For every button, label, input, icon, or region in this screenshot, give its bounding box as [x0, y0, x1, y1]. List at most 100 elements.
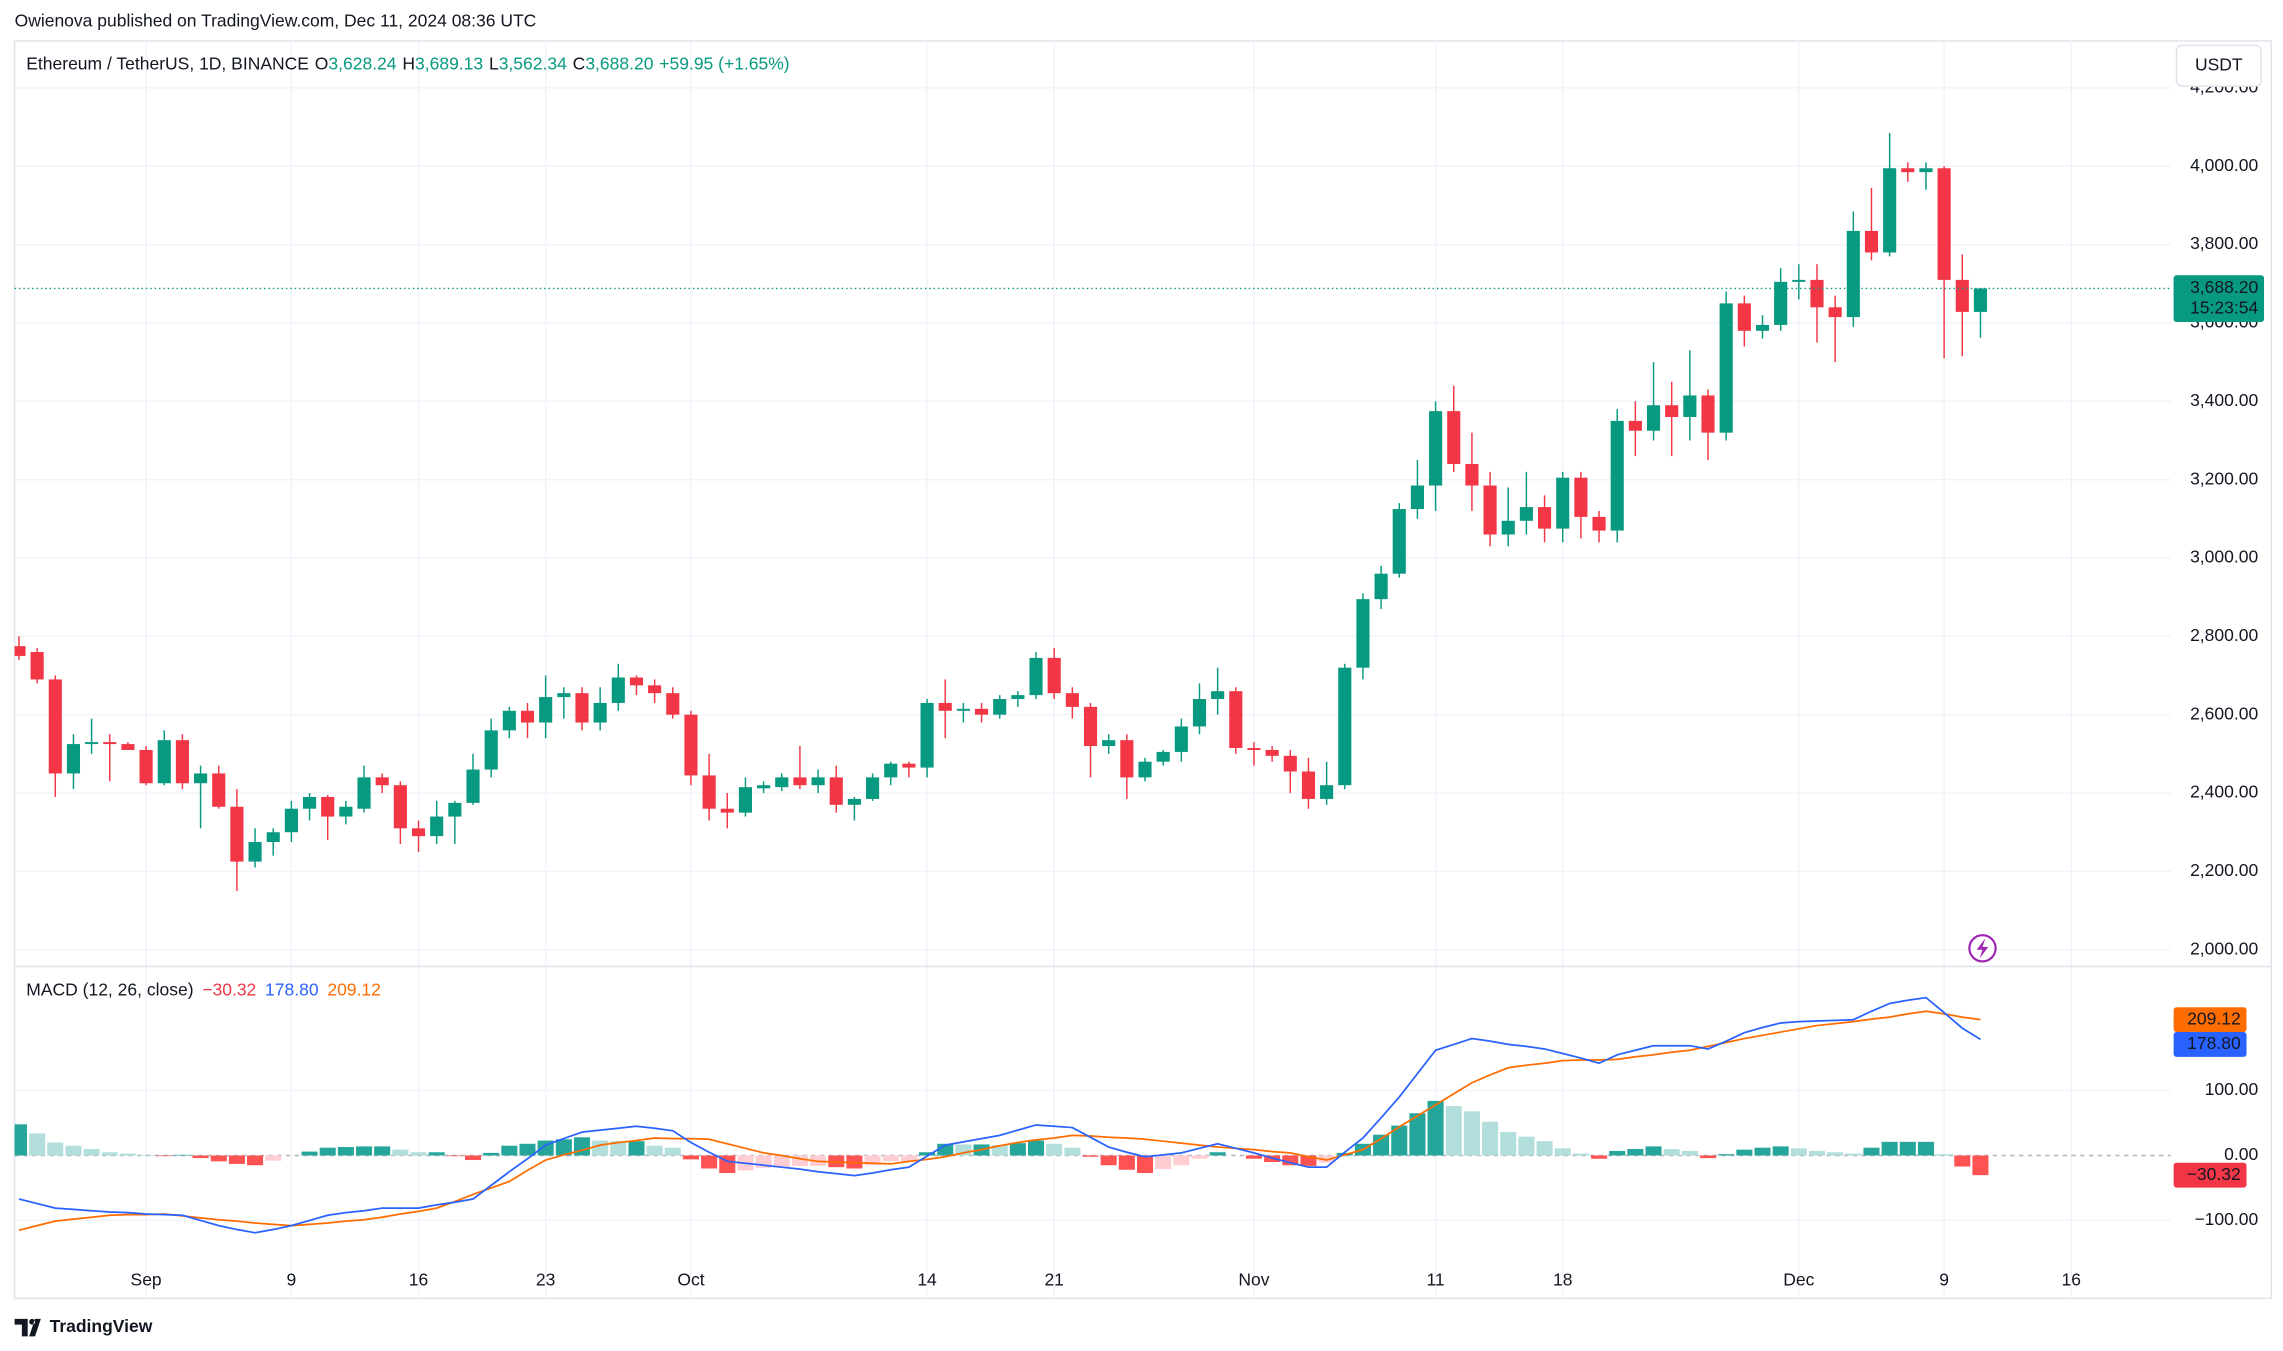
- candle-body: [466, 769, 480, 803]
- signal-label: 209.12: [2187, 1008, 2241, 1028]
- candle-body: [974, 708, 989, 715]
- candle-body: [1701, 395, 1715, 433]
- histogram-bar: [1282, 1155, 1299, 1166]
- ohlc-fields: O3,628.24 H3,689.13 L3,562.34 C3,688.20: [315, 53, 654, 73]
- publisher-line: Owienova published on TradingView.com, D…: [15, 11, 537, 31]
- histogram-bar: [1972, 1155, 1989, 1176]
- histogram-bar: [1100, 1155, 1117, 1166]
- histogram-bar: [900, 1155, 917, 1162]
- histogram-bar: [1028, 1140, 1045, 1156]
- histogram-bar: [1391, 1125, 1408, 1156]
- candle-body: [1501, 520, 1515, 535]
- candle-body: [1192, 699, 1207, 727]
- candle-body: [1628, 420, 1642, 431]
- candle-body: [1465, 463, 1479, 486]
- histogram-bar: [101, 1152, 118, 1156]
- candle-body: [1737, 303, 1751, 331]
- histogram-bar: [65, 1145, 82, 1156]
- ohlc-key: O: [315, 53, 329, 73]
- currency-button[interactable]: [2175, 44, 2262, 87]
- brand-logo[interactable]: TradingView: [14, 1316, 153, 1337]
- histogram-bar: [483, 1152, 500, 1156]
- candle-body: [575, 693, 589, 723]
- x-tick-label: 14: [917, 1270, 937, 1290]
- histogram-bar: [1827, 1152, 1844, 1156]
- histogram-bar: [519, 1143, 536, 1156]
- ohlc-value: 3,628.24: [328, 53, 396, 73]
- macd-tick-label: 100.00: [2205, 1079, 2259, 1099]
- candle-body: [1774, 281, 1788, 325]
- macd-tick-label: −100.00: [2194, 1209, 2258, 1229]
- candle-body: [938, 702, 952, 711]
- candle-body: [539, 697, 553, 723]
- signal-label-box: [2173, 1007, 2247, 1033]
- candle-body: [30, 652, 44, 680]
- candle-body: [738, 787, 753, 813]
- histogram-bar: [664, 1147, 681, 1156]
- y-tick-label: 2,000.00: [2190, 938, 2258, 958]
- x-tick-label: 9: [1939, 1270, 1949, 1290]
- histogram-bar: [646, 1145, 663, 1156]
- macd-label: 178.80: [2187, 1033, 2241, 1053]
- histogram-bar: [392, 1149, 409, 1156]
- ohlc-key: L: [489, 53, 499, 73]
- candle-body: [103, 742, 117, 745]
- histogram-bar: [1318, 1155, 1335, 1163]
- candle-body: [1102, 740, 1116, 747]
- histogram-bar: [955, 1144, 972, 1156]
- candle-body: [194, 773, 208, 784]
- histogram-bar: [1954, 1155, 1971, 1167]
- candle-body: [1447, 411, 1461, 464]
- x-tick-label: 23: [536, 1270, 555, 1290]
- histogram-bar: [1155, 1155, 1172, 1170]
- histogram-bar: [428, 1152, 445, 1156]
- ohlc-value: 3,562.34: [499, 53, 567, 73]
- histogram-bar: [1500, 1132, 1517, 1156]
- histogram-bar: [14, 1124, 27, 1156]
- candle-body: [829, 777, 843, 805]
- x-tick-label: 11: [1427, 1270, 1445, 1290]
- candle-body: [321, 796, 335, 817]
- candle-body: [14, 646, 26, 656]
- x-tick-label: Nov: [1238, 1270, 1269, 1290]
- candle-body: [720, 808, 734, 813]
- histogram-bar: [1245, 1155, 1262, 1159]
- candle-body: [1410, 485, 1424, 510]
- x-tick-label: Oct: [677, 1270, 704, 1290]
- signal-line: [18, 1010, 1981, 1232]
- histogram-bar: [1754, 1147, 1771, 1156]
- candle-body: [1138, 761, 1152, 778]
- histogram-bar: [1064, 1147, 1081, 1156]
- candle-body: [1065, 693, 1079, 707]
- histogram-bar: [1881, 1141, 1898, 1156]
- histogram-bar: [464, 1155, 482, 1161]
- macd-title: MACD (12, 26, close): [26, 979, 193, 999]
- candle-body: [1374, 573, 1388, 600]
- candle-body: [702, 775, 716, 809]
- candle-body: [430, 816, 444, 837]
- y-tick-label: 3,400.00: [2190, 390, 2258, 410]
- histogram-bar: [1718, 1154, 1735, 1156]
- candle-body: [557, 693, 571, 698]
- ohlc-value: 3,688.20: [585, 53, 653, 73]
- candle-body: [1483, 485, 1497, 535]
- histogram-bar: [410, 1152, 427, 1156]
- x-tick-label: 18: [1553, 1270, 1572, 1290]
- plot-area: [14, 132, 2171, 1234]
- macd-label-box: [2173, 1032, 2247, 1057]
- currency-label[interactable]: USDT: [2195, 54, 2243, 74]
- candle-body: [1755, 324, 1770, 331]
- histogram-bar: [1373, 1134, 1390, 1156]
- candle-body: [1211, 691, 1225, 700]
- candle-body: [85, 742, 99, 745]
- y-tick-label: 4,000.00: [2190, 155, 2258, 175]
- candle-body: [1919, 168, 1933, 173]
- histogram-bar: [138, 1154, 155, 1156]
- candle-body: [302, 796, 317, 809]
- histogram-bar: [1173, 1155, 1190, 1166]
- histogram-bar: [773, 1155, 790, 1168]
- x-tick-label: Sep: [131, 1270, 162, 1290]
- y-tick-label: 3,000.00: [2190, 547, 2258, 567]
- histogram-bar: [1808, 1150, 1826, 1156]
- candle-body: [1537, 507, 1552, 529]
